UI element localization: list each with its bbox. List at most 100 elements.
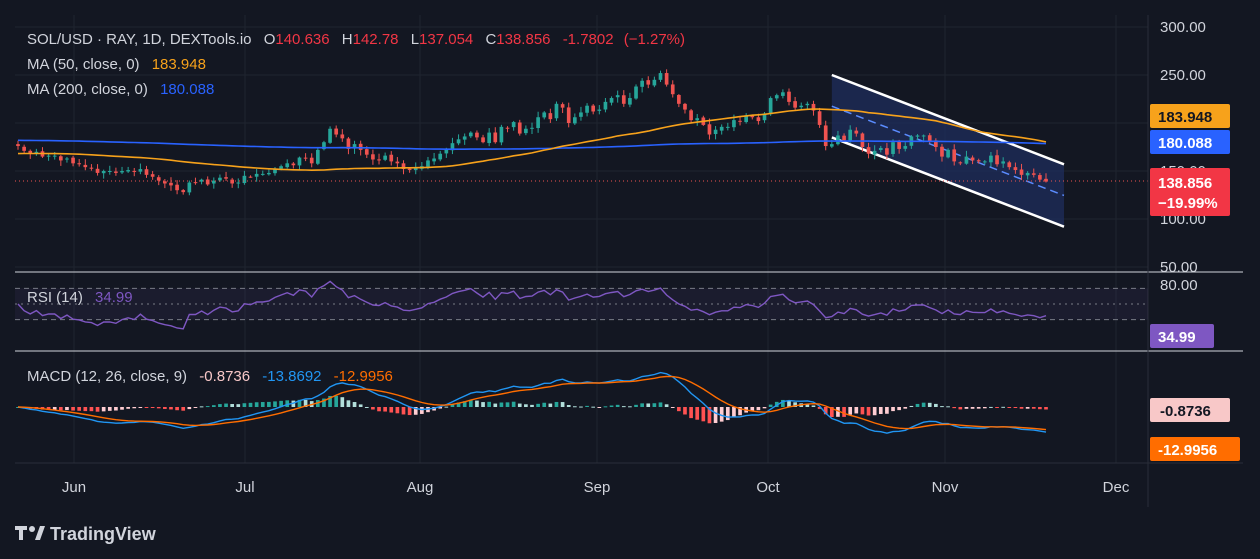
candle-body: [744, 115, 749, 123]
candle-body: [468, 132, 473, 137]
candle-109: [683, 102, 687, 114]
macd-hist-bar-131: [817, 407, 822, 409]
candle-body: [260, 173, 265, 175]
candle-body: [866, 147, 871, 154]
grid: [15, 15, 1148, 463]
candle-body: [952, 149, 957, 162]
candle-132: [823, 120, 828, 151]
tradingview-logo[interactable]: TradingView: [15, 524, 157, 544]
macd-hist-bar-12: [89, 407, 94, 412]
candle-body: [829, 144, 834, 147]
candle-body: [732, 120, 736, 128]
macd-hist-bar-69: [438, 407, 443, 409]
macd-legend-label[interactable]: MACD (12, 26, close, 9): [27, 368, 187, 385]
candle-body: [817, 111, 822, 125]
candle-24: [163, 179, 167, 189]
time-axis[interactable]: Jun Jul Aug Sep Oct Nov Dec: [62, 479, 1130, 496]
candle-body: [132, 170, 137, 172]
candle-155: [964, 150, 969, 165]
high-label: H: [342, 31, 353, 48]
rsi-legend-label[interactable]: RSI (14): [27, 289, 83, 306]
candle-130: [811, 100, 816, 116]
macd-hist-bar-135: [842, 407, 846, 417]
candle-125: [781, 89, 785, 99]
change-value: -1.7802: [563, 31, 614, 48]
candle-76: [481, 134, 485, 144]
candle-163: [1013, 162, 1018, 174]
candle-body: [242, 175, 247, 184]
macd-hist-bar-91: [572, 406, 577, 408]
candle-60: [383, 152, 387, 162]
candle-150: [934, 138, 938, 152]
open-label: O: [264, 31, 276, 48]
candle-body: [664, 73, 669, 85]
candle-82: [517, 119, 522, 136]
candle-body: [891, 142, 895, 154]
macd-hist-bar-95: [597, 407, 602, 408]
candle-107: [670, 80, 675, 98]
candle-44: [285, 159, 290, 169]
candle-body: [1013, 167, 1018, 171]
candle-110: [689, 108, 693, 123]
candle-142: [885, 142, 889, 159]
candle-134: [836, 130, 840, 146]
tradingview-logo-icon: [15, 526, 45, 540]
candle-36: [236, 178, 241, 189]
candle-78: [493, 127, 498, 144]
rsi-tag-text: 34.99: [1158, 329, 1196, 346]
macd-hist-bar-38: [248, 402, 253, 407]
candle-body: [713, 129, 718, 135]
candle-98: [615, 90, 620, 103]
candle-body: [95, 168, 100, 173]
candle-160: [995, 149, 999, 167]
candle-body: [762, 113, 767, 121]
candle-body: [138, 169, 143, 172]
macd-hist-bar-52: [334, 395, 339, 407]
macd-hist-bar-137: [854, 407, 859, 414]
candle-71: [450, 137, 455, 155]
macd-hist-bar-65: [413, 407, 418, 415]
candle-body: [413, 168, 418, 171]
rsi-legend-value: 34.99: [95, 289, 133, 306]
macd-hist-bar-14: [101, 407, 106, 412]
candle-body: [750, 115, 755, 118]
candle-18: [126, 166, 130, 173]
macd-hist-bar-87: [548, 403, 553, 407]
candle-21: [144, 165, 149, 178]
time-label-jun: Jun: [62, 479, 86, 496]
ma50-legend-label[interactable]: MA (50, close, 0): [27, 56, 140, 73]
candle-body: [224, 177, 228, 179]
macd-hist-bar-63: [401, 407, 406, 415]
macd-hist-bar-108: [677, 407, 681, 412]
candle-166: [1031, 168, 1036, 178]
candle-7: [58, 155, 63, 166]
candle-138: [860, 132, 865, 152]
candle-15: [107, 165, 112, 175]
macd-hist-bar-90: [566, 405, 571, 407]
ma50-legend-value: 183.948: [152, 56, 206, 73]
candle-body: [652, 79, 657, 86]
macd-hist-bar-60: [383, 407, 387, 412]
macd-hist-bar-77: [487, 401, 492, 407]
candle-77: [487, 128, 492, 147]
macd-hist-bar-144: [897, 407, 901, 411]
candle-body: [181, 190, 186, 193]
candle-45: [291, 162, 296, 169]
macd-hist-bar-43: [279, 400, 283, 407]
candle-135: [842, 133, 846, 142]
candle-88: [554, 101, 559, 121]
candle-152: [946, 148, 950, 159]
svg-text:MA (200, close, 0) 180.0: MA (200, close, 0) 180.088: [27, 81, 214, 98]
candle-body: [517, 122, 522, 134]
macd-hist-bar-88: [554, 401, 559, 407]
candle-54: [346, 136, 351, 155]
candle-body: [187, 182, 192, 193]
ma200-legend-label[interactable]: MA (200, close, 0): [27, 81, 148, 98]
candle-22: [150, 171, 155, 180]
symbol-label[interactable]: SOL/USD · RAY, 1D, DEXTools.io: [27, 31, 252, 48]
candle-137: [854, 127, 859, 137]
candle-159: [989, 151, 993, 167]
candle-body: [248, 176, 253, 178]
candle-129: [805, 101, 810, 110]
